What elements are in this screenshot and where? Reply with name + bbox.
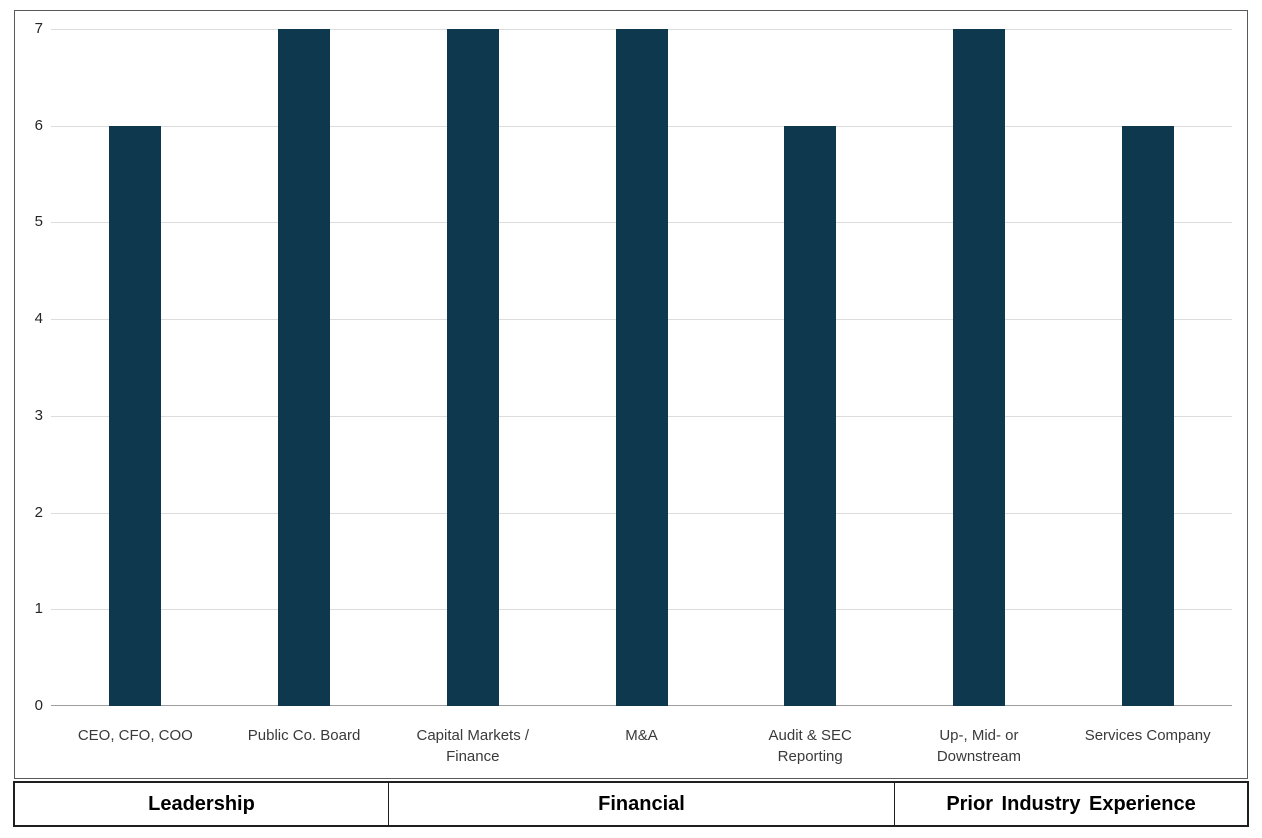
y-tick-label: 5 xyxy=(34,213,43,231)
group-cell: Prior Industry Experience xyxy=(895,783,1247,825)
group-cell: Financial xyxy=(389,783,896,825)
plot-area xyxy=(51,29,1232,706)
category-label: Services Company xyxy=(1084,727,1211,744)
y-tick-label: 1 xyxy=(34,600,43,618)
group-band: Leadership Financial Prior Industry Experi… xyxy=(13,781,1249,827)
y-tick-label: 6 xyxy=(34,116,43,134)
bar xyxy=(615,29,668,706)
group-label: Financial xyxy=(598,792,685,815)
category-label: CEO, CFO, COO xyxy=(77,727,193,744)
y-tick-label: 4 xyxy=(34,310,43,328)
group-label: Leadership xyxy=(148,792,255,815)
y-tick-label: 7 xyxy=(34,20,43,37)
bar xyxy=(109,125,162,706)
bar xyxy=(278,29,331,706)
category-label: Up-, Mid- or Downstream xyxy=(936,727,1022,765)
group-label: Prior Industry Experience xyxy=(946,792,1196,815)
bar xyxy=(952,29,1005,706)
group-cell: Leadership xyxy=(15,783,389,825)
y-tick-label: 3 xyxy=(34,406,43,424)
category-label: Audit & SEC Reporting xyxy=(768,727,852,765)
category-label: M&A xyxy=(625,727,658,744)
bar xyxy=(1121,125,1174,706)
chart-frame: 0 1 2 3 4 5 6 7 CEO, CFO, COO Public Co. Board Cap… xyxy=(14,10,1248,779)
bar xyxy=(446,29,499,706)
y-tick-label: 0 xyxy=(34,697,43,714)
category-label: Capital Markets / Finance xyxy=(416,727,530,765)
y-tick-label: 2 xyxy=(34,503,43,521)
bar xyxy=(784,125,837,706)
category-label: Public Co. Board xyxy=(247,727,361,744)
